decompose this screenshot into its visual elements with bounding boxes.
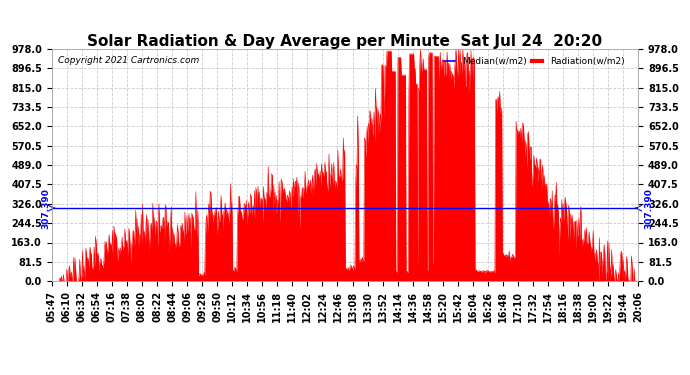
Text: Copyright 2021 Cartronics.com: Copyright 2021 Cartronics.com [58,56,199,65]
Title: Solar Radiation & Day Average per Minute  Sat Jul 24  20:20: Solar Radiation & Day Average per Minute… [88,34,602,49]
Text: 307.390: 307.390 [41,188,50,229]
Legend: Median(w/m2), Radiation(w/m2): Median(w/m2), Radiation(w/m2) [441,53,628,69]
Text: 307.390: 307.390 [644,188,653,229]
